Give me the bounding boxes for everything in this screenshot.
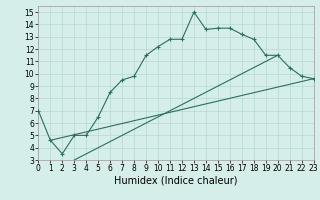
X-axis label: Humidex (Indice chaleur): Humidex (Indice chaleur) (114, 176, 238, 186)
